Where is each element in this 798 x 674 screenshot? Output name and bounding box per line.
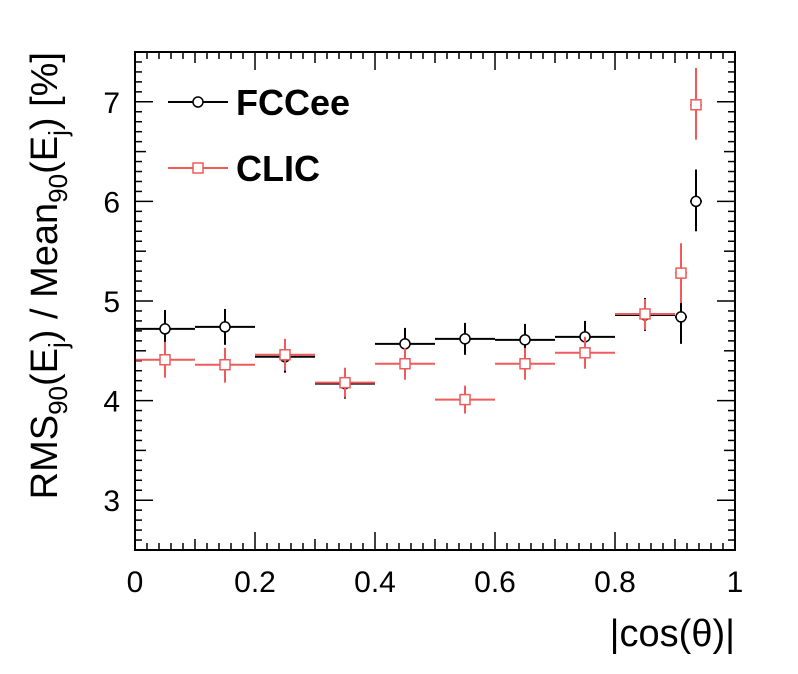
data-marker bbox=[519, 357, 531, 370]
y-tick-label: 7 bbox=[103, 87, 120, 120]
data-marker bbox=[219, 358, 231, 371]
legend-entry-FCCee: FCCee bbox=[168, 82, 350, 123]
data-marker bbox=[675, 311, 687, 323]
y-axis-title-subscript: j bbox=[43, 130, 73, 137]
data-point bbox=[135, 341, 195, 378]
legend: FCCee CLIC bbox=[168, 82, 350, 189]
legend-label: FCCee bbox=[236, 82, 350, 123]
data-marker bbox=[459, 393, 471, 406]
data-point bbox=[675, 243, 687, 303]
data-marker bbox=[519, 334, 531, 346]
y-axis-title-subscript: 90 bbox=[43, 386, 73, 415]
data-marker bbox=[399, 338, 411, 350]
y-axis-title-part: ) / Mean bbox=[24, 203, 66, 342]
data-point bbox=[690, 67, 702, 140]
data-marker bbox=[639, 308, 651, 320]
x-axis-title: |cos(θ)| bbox=[610, 613, 735, 655]
data-marker bbox=[399, 357, 411, 370]
y-tick-label: 4 bbox=[103, 386, 120, 419]
y-axis-title-part: RMS bbox=[24, 415, 66, 499]
data-point bbox=[195, 347, 255, 383]
x-tick-label: 0.4 bbox=[354, 566, 396, 599]
data-point bbox=[195, 308, 255, 345]
data-point bbox=[690, 169, 702, 232]
legend-entry-CLIC: CLIC bbox=[168, 148, 320, 189]
data-marker bbox=[675, 267, 687, 279]
data-marker bbox=[159, 354, 171, 366]
axis-labels: 0 0.2 0.4 0.6 0.8 1 3 4 5 6 7 bbox=[103, 87, 743, 599]
y-axis-title-subscript: j bbox=[43, 342, 73, 349]
data-point bbox=[435, 322, 495, 355]
axis-ticks bbox=[134, 51, 736, 551]
plot-frame bbox=[134, 51, 736, 551]
x-tick-label: 0.8 bbox=[594, 566, 636, 599]
data-layer bbox=[135, 67, 702, 414]
y-axis-title-part: (E bbox=[24, 348, 66, 386]
data-marker bbox=[159, 323, 171, 335]
x-tick-label: 0 bbox=[127, 566, 144, 599]
data-marker bbox=[279, 349, 291, 361]
data-point bbox=[435, 385, 495, 414]
x-tick-label: 1 bbox=[727, 566, 744, 599]
y-axis-title-part: ) [%] bbox=[24, 52, 66, 130]
y-tick-label: 3 bbox=[103, 485, 120, 518]
y-axis-title: RMS90(Ej) / Mean90(Ej) [%] bbox=[24, 52, 73, 499]
x-tick-label: 0.2 bbox=[234, 566, 276, 599]
data-point bbox=[675, 295, 687, 344]
data-marker bbox=[339, 376, 351, 389]
legend-marker bbox=[192, 162, 204, 174]
data-point bbox=[495, 347, 555, 380]
data-point bbox=[255, 338, 315, 371]
data-marker bbox=[690, 99, 702, 111]
y-tick-label: 6 bbox=[103, 186, 120, 219]
data-marker bbox=[219, 321, 231, 333]
data-point bbox=[135, 309, 195, 347]
legend-marker bbox=[192, 96, 204, 108]
series-CLIC bbox=[135, 67, 702, 414]
data-marker bbox=[690, 195, 702, 208]
data-marker bbox=[459, 333, 471, 345]
y-axis-title-subscript: 90 bbox=[43, 174, 73, 203]
legend-label: CLIC bbox=[236, 148, 320, 189]
data-marker bbox=[579, 347, 591, 359]
y-axis-title-part: (E bbox=[24, 136, 66, 174]
data-point bbox=[315, 367, 375, 398]
data-point bbox=[615, 299, 675, 330]
y-tick-label: 5 bbox=[103, 286, 120, 319]
data-point bbox=[375, 347, 435, 380]
data-point bbox=[555, 336, 615, 369]
x-tick-label: 0.6 bbox=[474, 566, 516, 599]
